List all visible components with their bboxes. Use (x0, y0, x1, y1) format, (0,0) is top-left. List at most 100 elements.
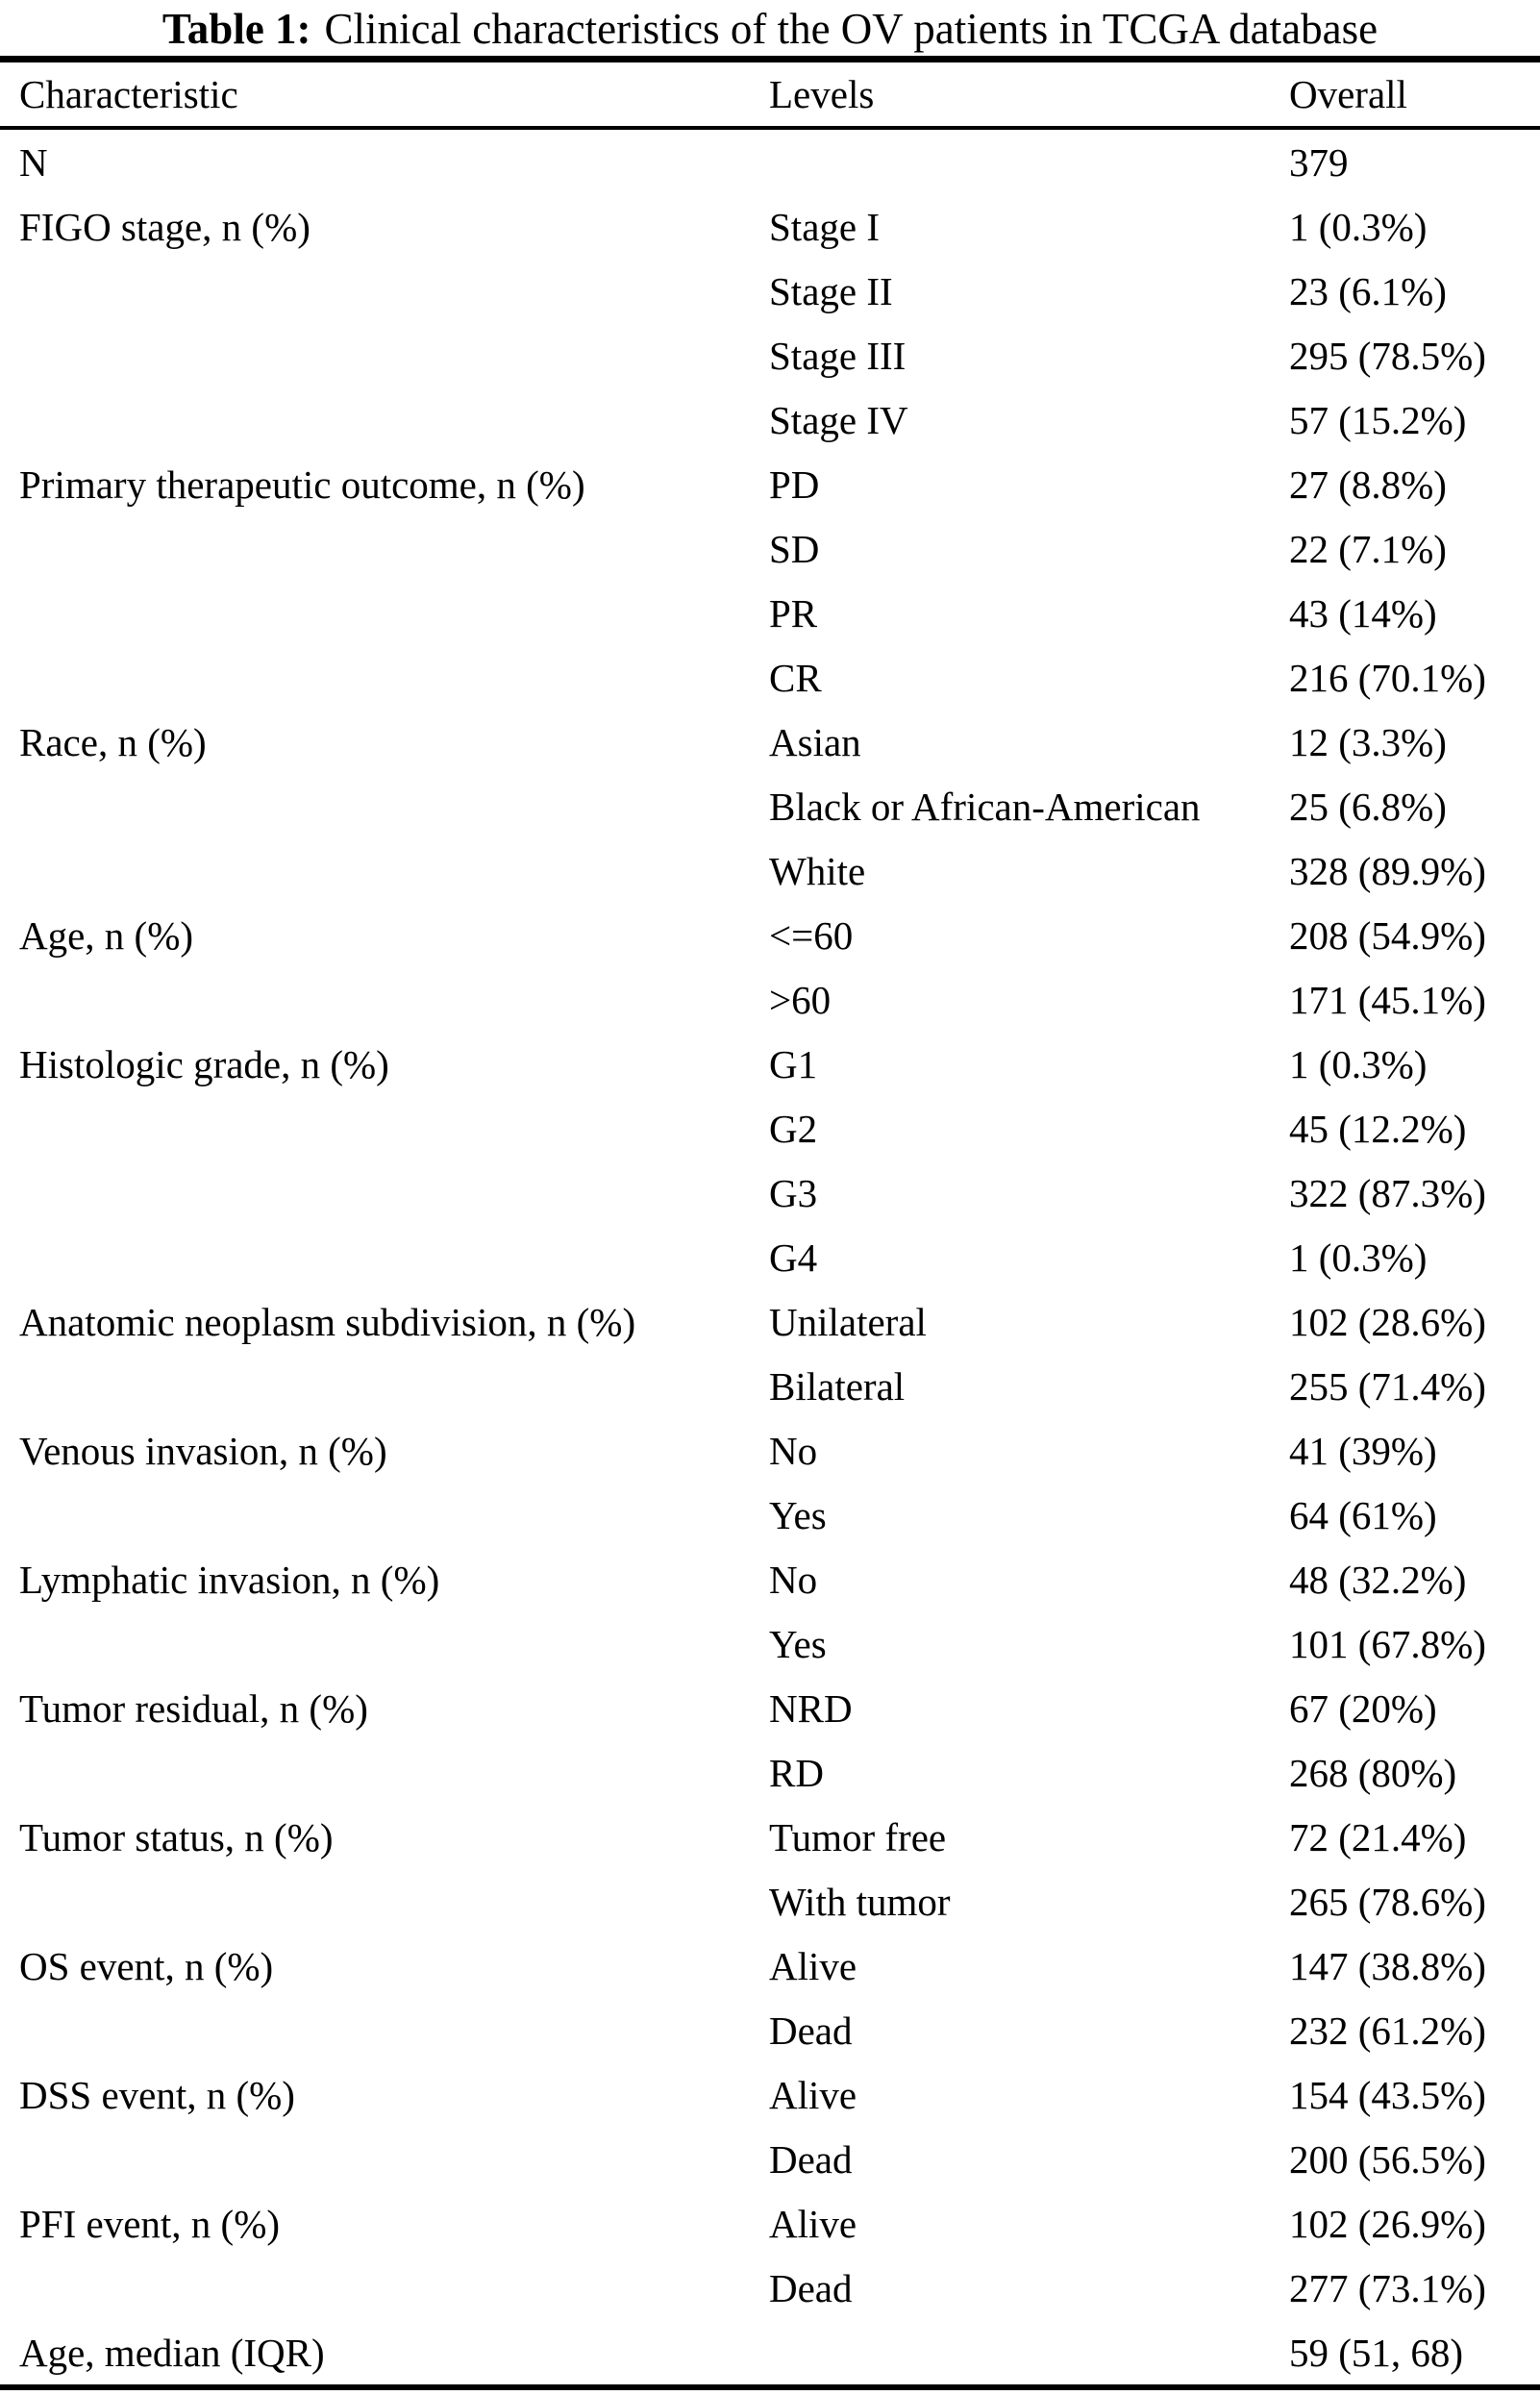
table-row: Lymphatic invasion, n (%) No 48 (32.2%) (0, 1547, 1540, 1611)
table-row: Stage IV 57 (15.2%) (0, 387, 1540, 452)
table-row: PFI event, n (%) Alive 102 (26.9%) (0, 2191, 1540, 2256)
table-body: N 379 FIGO stage, n (%) Stage I 1 (0.3%) Stag… (0, 128, 1540, 2387)
overall-cell: 45 (12.2%) (1289, 1106, 1467, 1151)
overall-cell: 102 (28.6%) (1289, 1299, 1486, 1344)
level-cell: Bilateral (769, 1363, 906, 1409)
table-row: OS event, n (%) Alive 147 (38.8%) (0, 1933, 1540, 1998)
level-cell: Stage II (769, 268, 893, 313)
overall-cell: 265 (78.6%) (1289, 1879, 1486, 1924)
characteristic-cell (0, 516, 750, 581)
characteristic-cell (0, 967, 750, 1032)
characteristic-cell: Age, median (IQR) (19, 2330, 325, 2375)
overall-cell: 295 (78.5%) (1289, 333, 1486, 378)
table-row: >60 171 (45.1%) (0, 967, 1540, 1032)
column-header-levels: Levels (750, 59, 1270, 130)
characteristic-cell (0, 1483, 750, 1547)
characteristic-cell: DSS event, n (%) (19, 2072, 295, 2117)
characteristic-cell (0, 387, 750, 452)
overall-cell: 43 (14%) (1289, 590, 1437, 636)
table-row: G4 1 (0.3%) (0, 1225, 1540, 1289)
level-cell: Tumor free (769, 1814, 947, 1859)
characteristic-cell (0, 2256, 750, 2320)
level-cell: RD (769, 1750, 824, 1795)
characteristic-cell: FIGO stage, n (%) (19, 204, 310, 249)
characteristic-cell (0, 1096, 750, 1160)
level-cell: Dead (769, 2265, 853, 2310)
characteristic-cell: Tumor residual, n (%) (19, 1685, 368, 1731)
level-cell: Alive (769, 2201, 857, 2246)
level-cell: No (769, 1557, 818, 1602)
table-row: Dead 277 (73.1%) (0, 2256, 1540, 2320)
characteristic-cell: Lymphatic invasion, n (%) (19, 1557, 440, 1602)
level-cell: With tumor (769, 1879, 951, 1924)
table-row: Race, n (%) Asian 12 (3.3%) (0, 710, 1540, 774)
table-row: Dead 232 (61.2%) (0, 1998, 1540, 2062)
table-row: With tumor 265 (78.6%) (0, 1869, 1540, 1933)
level-cell: CR (769, 655, 822, 700)
level-cell: G4 (769, 1235, 818, 1280)
overall-cell: 232 (61.2%) (1289, 2008, 1486, 2053)
overall-cell: 1 (0.3%) (1289, 1041, 1428, 1086)
overall-cell: 23 (6.1%) (1289, 268, 1447, 313)
column-header-characteristic: Characteristic (0, 59, 750, 130)
characteristic-cell: PFI event, n (%) (19, 2201, 281, 2246)
table-caption: Table 1: Clinical characteristics of the … (0, 0, 1540, 56)
overall-cell: 22 (7.1%) (1289, 526, 1447, 571)
overall-cell: 1 (0.3%) (1289, 1235, 1428, 1280)
overall-cell: 200 (56.5%) (1289, 2136, 1486, 2182)
characteristic-cell (0, 1160, 750, 1225)
level-cell: Yes (769, 1492, 827, 1537)
table-row: PR 43 (14%) (0, 581, 1540, 645)
characteristic-cell (0, 2127, 750, 2191)
table-row: Histologic grade, n (%) G1 1 (0.3%) (0, 1032, 1540, 1096)
overall-cell: 27 (8.8%) (1289, 462, 1447, 507)
level-cell: No (769, 1428, 818, 1473)
overall-cell: 208 (54.9%) (1289, 912, 1486, 958)
level-cell: NRD (769, 1685, 853, 1731)
table-caption-label: Table 1: (161, 5, 311, 53)
characteristic-cell: Race, n (%) (19, 719, 207, 764)
characteristic-cell (0, 1225, 750, 1289)
characteristic-cell (0, 1611, 750, 1676)
level-cell: <=60 (769, 912, 854, 958)
characteristic-cell: Venous invasion, n (%) (19, 1428, 387, 1473)
level-cell: SD (769, 526, 820, 571)
table-row: RD 268 (80%) (0, 1740, 1540, 1805)
overall-cell: 268 (80%) (1289, 1750, 1457, 1795)
level-cell: Yes (769, 1621, 827, 1666)
level-cell (750, 2320, 1270, 2387)
overall-cell: 171 (45.1%) (1289, 977, 1486, 1022)
level-cell: Unilateral (769, 1299, 927, 1344)
characteristic-cell (0, 774, 750, 838)
characteristic-cell: Histologic grade, n (%) (19, 1041, 389, 1086)
table-caption-text: Clinical characteristics of the OV patie… (324, 5, 1379, 53)
table-row: CR 216 (70.1%) (0, 645, 1540, 710)
table-row: FIGO stage, n (%) Stage I 1 (0.3%) (0, 194, 1540, 259)
table-row: Bilateral 255 (71.4%) (0, 1354, 1540, 1418)
characteristic-cell: Tumor status, n (%) (19, 1814, 334, 1859)
level-cell: White (769, 848, 866, 893)
table-row: G3 322 (87.3%) (0, 1160, 1540, 1225)
clinical-characteristics-table: Characteristic Levels Overall N 379 FIGO s… (0, 56, 1540, 2390)
table-row: G2 45 (12.2%) (0, 1096, 1540, 1160)
overall-cell: 102 (26.9%) (1289, 2201, 1486, 2246)
level-cell: Dead (769, 2008, 853, 2053)
level-cell: Dead (769, 2136, 853, 2182)
table-row: Venous invasion, n (%) No 41 (39%) (0, 1418, 1540, 1483)
level-cell: Asian (769, 719, 861, 764)
overall-cell: 147 (38.8%) (1289, 1943, 1486, 1988)
characteristic-cell (0, 1354, 750, 1418)
level-cell: Stage IV (769, 397, 908, 442)
level-cell (750, 128, 1270, 194)
table-row: N 379 (0, 128, 1540, 194)
overall-cell: 59 (51, 68) (1289, 2330, 1464, 2375)
characteristic-cell (0, 323, 750, 387)
level-cell: G2 (769, 1106, 818, 1151)
table-row: Black or African-American 25 (6.8%) (0, 774, 1540, 838)
characteristic-cell (0, 1740, 750, 1805)
overall-cell: 255 (71.4%) (1289, 1363, 1486, 1409)
characteristic-cell: Anatomic neoplasm subdivision, n (%) (19, 1299, 636, 1344)
column-header-overall: Overall (1270, 59, 1540, 130)
characteristic-cell (0, 581, 750, 645)
table-row: Anatomic neoplasm subdivision, n (%) Unil… (0, 1289, 1540, 1354)
